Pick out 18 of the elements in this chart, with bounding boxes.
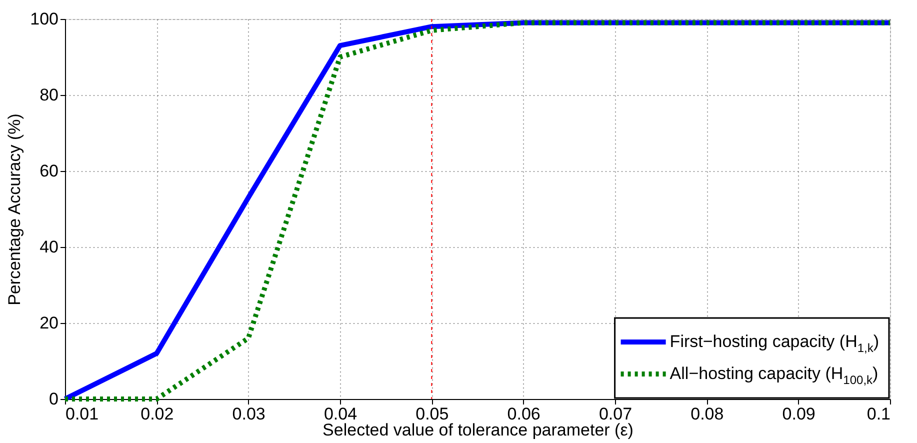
x-axis-title: Selected value of tolerance parameter (ε) xyxy=(322,420,634,440)
x-tick-label: 0.07 xyxy=(598,404,632,424)
x-tick-label: 0.1 xyxy=(866,404,890,424)
x-tick-label: 0.04 xyxy=(324,404,358,424)
x-tick-label: 0.09 xyxy=(782,404,816,424)
x-tick-label: 0.06 xyxy=(507,404,540,424)
y-tick-label: 100 xyxy=(30,10,58,28)
x-tick-label: 0.01 xyxy=(66,404,99,424)
y-tick-label: 80 xyxy=(40,86,58,104)
x-tick-label: 0.05 xyxy=(416,404,449,424)
y-tick-label: 60 xyxy=(40,162,58,180)
x-tick-label: 0.02 xyxy=(140,404,174,424)
y-axis-title: Percentage Accuracy (%) xyxy=(5,114,24,306)
y-tick-label: 40 xyxy=(40,238,58,256)
y-tick-label: 0 xyxy=(49,390,58,408)
y-tick-label: 20 xyxy=(40,314,58,332)
x-tick-label: 0.03 xyxy=(232,404,266,424)
x-tick-label: 0.08 xyxy=(690,404,724,424)
